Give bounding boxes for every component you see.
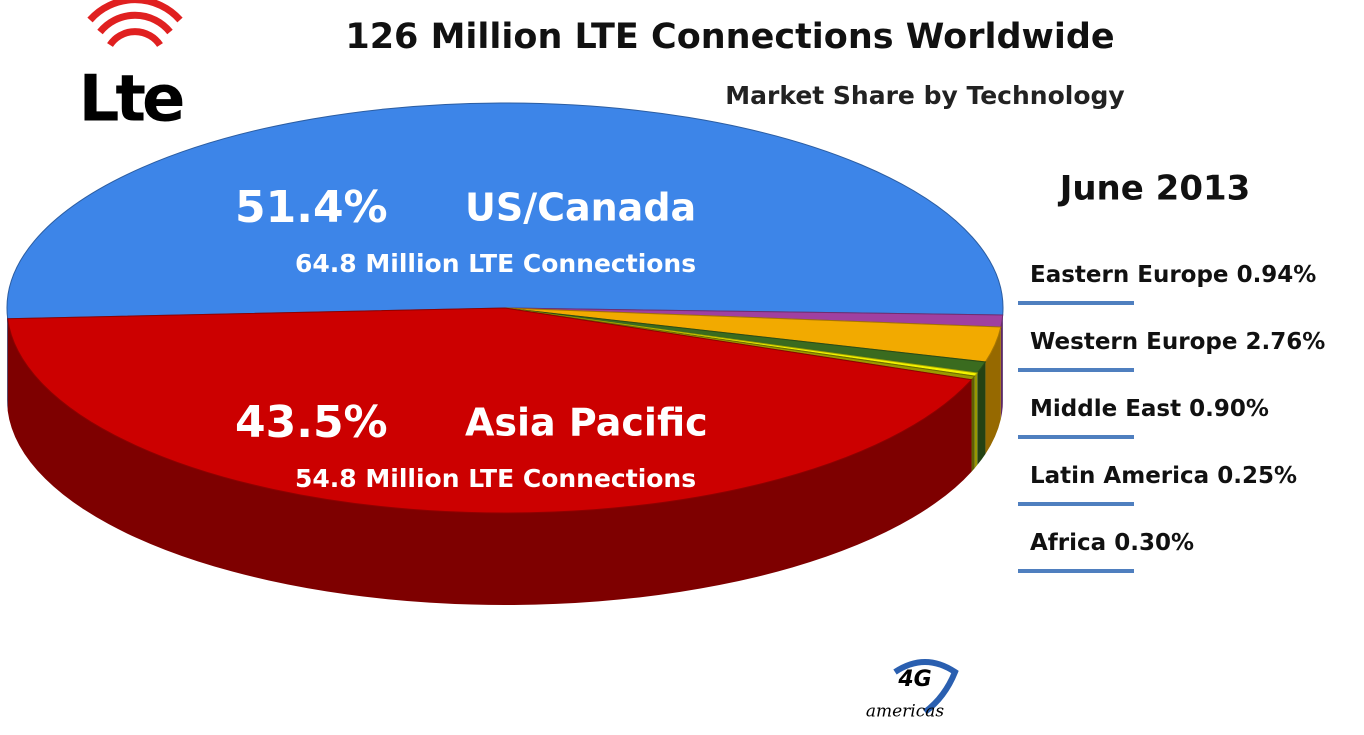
legend-value: 0.30% [1114,530,1194,556]
logo-americas: americas [866,702,945,722]
pie-slice [7,307,973,514]
legend-value: 2.76% [1245,329,1325,355]
legend-entry: Eastern Europe 0.94% [1030,262,1316,288]
pie-slice-side [985,327,1001,454]
legend-category: Eastern Europe [1030,262,1229,288]
slice-annotation: 54.8 Million LTE Connections [295,464,696,493]
pie-slice-side [971,376,975,472]
pie-slice-side [977,361,986,466]
lte-logo-text: Lte [79,63,183,137]
pie-slice-side [974,373,978,469]
chart-subtitle: Market Share by Technology [725,81,1124,110]
chart-title: 126 Million LTE Connections Worldwide [345,17,1114,57]
signal-arc [87,0,183,23]
legend-value: 0.94% [1237,262,1317,288]
legend-entry: Latin America 0.25% [1030,463,1297,489]
legend-entry: Western Europe 2.76% [1030,329,1325,355]
legend-category: Western Europe [1030,329,1237,355]
pie-slice-side [1000,314,1003,420]
slice-annotation: 64.8 Million LTE Connections [295,249,696,278]
slice-category-label: US/Canada [465,186,696,230]
legend-category: Africa [1030,530,1106,556]
legend-category: Latin America [1030,463,1209,489]
pie: 51.4% US/Canada 64.8 Million LTE Connectio… [6,102,1004,605]
legend-value: 0.25% [1217,463,1297,489]
4g-americas-logo: 4G americas [866,659,959,722]
legend: Eastern Europe 0.94% Western Europe 2.76%… [1018,262,1325,573]
pie-slice [6,102,1004,320]
slice-value-label: 51.4% [235,182,388,233]
slice-value-label: 43.5% [235,397,388,448]
logo-swoosh [893,659,959,715]
signal-arc [107,28,163,48]
legend-value: 0.90% [1189,396,1269,422]
legend-entry: Middle East 0.90% [1030,396,1269,422]
slice-category-label: Asia Pacific [465,401,708,445]
lte-logo: Lte [79,0,187,137]
logo-4g: 4G [897,667,931,692]
date-label: June 2013 [1058,169,1251,209]
signal-arc [97,11,173,35]
pie-slice-side [7,318,972,605]
legend-category: Middle East [1030,396,1181,422]
legend-entry: Africa 0.30% [1030,530,1194,556]
pie-slice-side [7,308,8,411]
